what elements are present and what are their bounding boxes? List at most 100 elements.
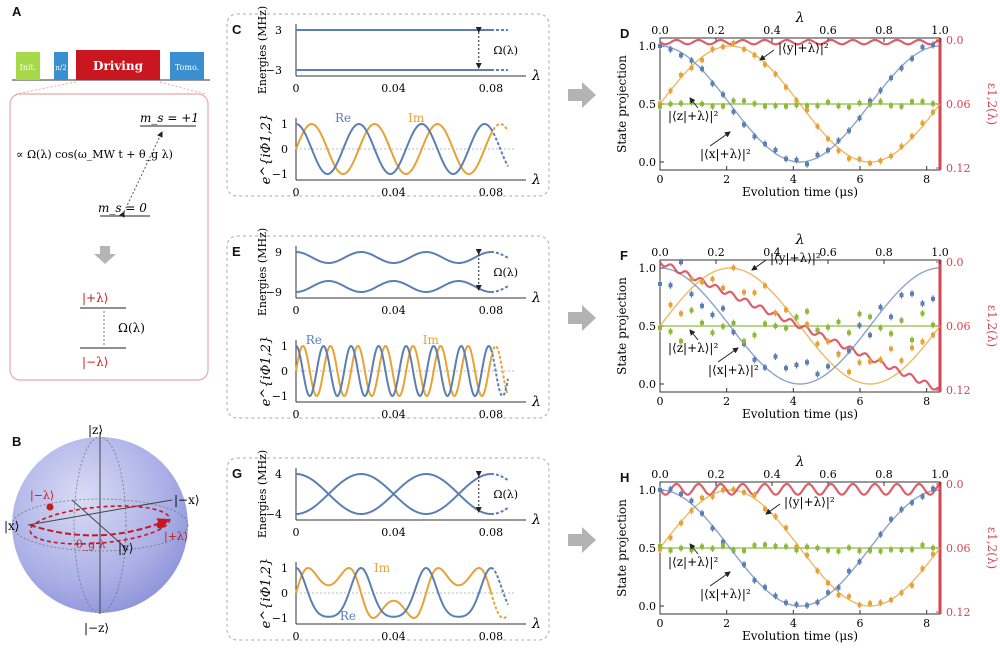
panel-label-e: E (232, 244, 241, 259)
phase-re-dash (490, 567, 509, 605)
top-xtick-3: 0.6 (819, 24, 837, 37)
top-xtick-4: 0.8 (875, 246, 893, 259)
point-z (868, 102, 872, 107)
panel-frame-e (226, 235, 550, 419)
ytick-0: 1.0 (639, 262, 657, 275)
point-x (721, 306, 725, 311)
panel-label-a: A (12, 4, 22, 19)
arrow-z-label (689, 543, 699, 555)
point-x (784, 600, 788, 605)
point-x (658, 44, 662, 49)
point-y (752, 53, 757, 58)
point-y (679, 73, 683, 78)
point-z (700, 320, 704, 325)
point-x (899, 293, 904, 298)
point-z (805, 544, 809, 549)
phase-re-label: Re (306, 333, 322, 347)
point-y (910, 134, 914, 139)
point-y (920, 566, 925, 571)
point-x (773, 593, 778, 598)
point-z (857, 548, 862, 553)
x-axis-label: Evolution time (μs) (742, 407, 858, 421)
omega-label-g: Ω(λ) (493, 488, 518, 501)
label-z-proj: |⟨z|+λ⟩|² (668, 109, 718, 123)
phase-re-curve (295, 344, 492, 398)
label-y-proj: |⟨y|+λ⟩|² (778, 41, 829, 55)
energy-ytick-top: 3 (275, 24, 282, 37)
energy-xtick-1: 0.04 (381, 526, 406, 539)
point-x (773, 354, 778, 359)
phase-xtick-0: 0 (293, 186, 300, 199)
point-z (784, 326, 788, 331)
omega-label-a: Ω(λ) (118, 321, 145, 335)
phase-re-dash (490, 128, 509, 167)
arrow-x-label (717, 347, 739, 363)
energy-xtick-2: 0.08 (479, 526, 504, 539)
point-z (836, 319, 841, 324)
top-xtick-4: 0.8 (875, 24, 893, 37)
point-x (889, 517, 893, 522)
point-z (889, 103, 893, 108)
right-ytick-1: 0.06 (946, 542, 971, 555)
right-ytick-2: 0.12 (946, 162, 971, 175)
panel-c: C 3 −3 λ Energies (MHz) 0 0.04 0.08 Ω(λ) 1 0 −1 λ 0 0.… (226, 6, 550, 199)
ytick-0: 1.0 (639, 484, 657, 497)
panel-label-d: D (620, 26, 629, 41)
point-y (847, 594, 851, 599)
phase-im-dash (490, 122, 509, 135)
right-ytick-0: 0.0 (946, 478, 964, 491)
xtick-0: 0 (657, 395, 664, 408)
energy-x-label: λ (531, 512, 541, 528)
energy-ytick-top: 4 (275, 468, 282, 481)
top-xtick-5: 1.0 (931, 24, 949, 37)
curve-x (659, 45, 941, 163)
phase-x-label: λ (531, 616, 541, 632)
phase-re-dash (489, 348, 509, 397)
point-x (731, 109, 736, 114)
ytick-0: 1.0 (639, 40, 657, 53)
top-xtick-2: 0.4 (763, 24, 781, 37)
point-y (805, 322, 809, 327)
point-z (920, 543, 925, 548)
point-z (868, 314, 872, 319)
ms-plus-label: m_s = +1 (140, 111, 199, 125)
point-y (910, 583, 914, 588)
point-z (889, 547, 893, 552)
point-x (815, 372, 820, 377)
point-z (731, 98, 736, 103)
point-z (815, 103, 820, 108)
point-z (794, 548, 799, 553)
point-y (763, 507, 767, 512)
point-z (815, 545, 820, 550)
point-y (700, 495, 704, 500)
point-x (763, 585, 767, 590)
bloch-ket-plus: |+λ⟩ (164, 530, 188, 544)
epsilon-curve (659, 482, 941, 496)
energy-ytick-top: 9 (275, 246, 282, 259)
point-x (784, 366, 788, 371)
point-y (710, 47, 715, 52)
point-y (889, 154, 893, 159)
point-z (794, 103, 799, 108)
point-x (689, 292, 694, 297)
panel-label-b: B (12, 434, 21, 449)
point-y (784, 525, 788, 530)
energy-ytick-bottom: −3 (266, 64, 282, 77)
point-y (920, 121, 925, 126)
phase-ytick-m1: −1 (272, 390, 288, 403)
point-y (731, 487, 736, 492)
curve-y (659, 489, 941, 607)
ms-zero-label: m_s = 0 (98, 201, 147, 215)
panel-frame-g (226, 457, 550, 641)
ytick-1: 0.5 (639, 98, 657, 111)
x-axis-label: Evolution time (μs) (742, 629, 858, 643)
point-z (805, 309, 809, 314)
point-x (805, 603, 809, 608)
point-x (679, 491, 683, 496)
point-y (899, 590, 904, 595)
point-x (784, 156, 788, 161)
energy-xtick-0: 0 (293, 526, 300, 539)
point-z (920, 311, 925, 316)
top-xtick-1: 0.2 (707, 468, 725, 481)
